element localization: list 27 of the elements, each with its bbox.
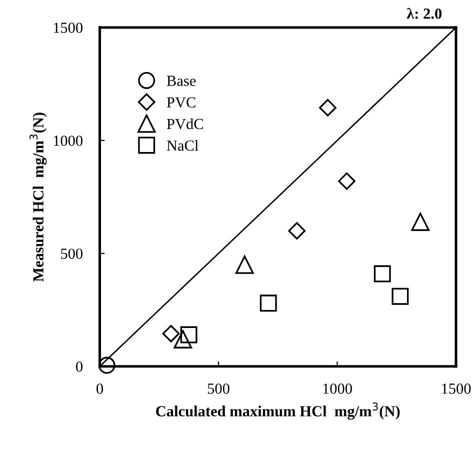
point xyxy=(319,99,336,116)
x-tick-label: 1000 xyxy=(323,384,352,394)
y-tick-label: 1500 xyxy=(54,22,82,33)
point xyxy=(180,326,198,344)
point xyxy=(235,256,254,274)
annotation: λ: 2.0 xyxy=(406,8,442,19)
legend-label: PVC xyxy=(166,97,196,108)
point xyxy=(392,288,409,305)
y-axis-title: Measured HCl mg/m$^{3}$(N) xyxy=(30,112,47,282)
legend-label: PVdC xyxy=(166,118,203,130)
point xyxy=(260,294,277,312)
y-tick-label: 1000 xyxy=(54,136,82,146)
x-tick-label: 0 xyxy=(96,384,103,394)
legend-label: NaCl xyxy=(166,140,198,151)
x-tick-label: 500 xyxy=(208,384,230,394)
point xyxy=(338,172,356,190)
y-tick-label: 500 xyxy=(61,248,82,259)
y-tick-label: 0 xyxy=(76,362,82,372)
point xyxy=(411,212,430,231)
point xyxy=(98,356,116,374)
point xyxy=(174,330,192,348)
point xyxy=(288,222,306,240)
point xyxy=(374,265,391,282)
x-axis-title: Calculated maximum HCl mg/m$^{3}$(N) xyxy=(156,402,400,420)
x-tick-label: 1500 xyxy=(442,384,471,394)
legend-label: Base xyxy=(166,76,196,86)
point xyxy=(162,324,180,342)
